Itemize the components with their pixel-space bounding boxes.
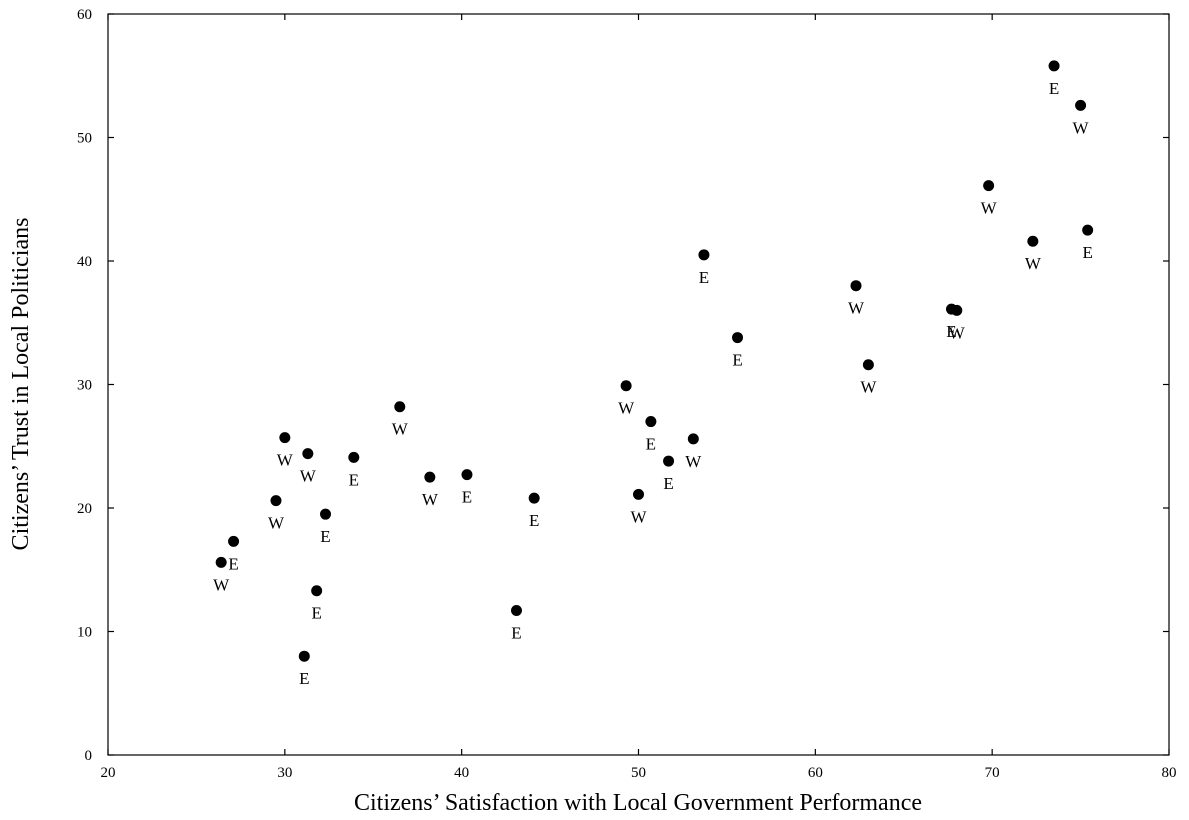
data-point [215,556,227,568]
data-point [302,448,314,460]
data-point-label: E [320,527,330,546]
data-point-label: E [462,488,472,507]
data-point-label: W [949,323,966,342]
data-point [951,304,963,316]
data-point [620,380,632,392]
data-point [633,488,644,500]
data-point-label: E [732,351,742,370]
data-point [320,508,332,520]
data-point-label: W [630,507,647,526]
data-point [850,280,862,292]
y-tick-label: 60 [77,7,92,23]
data-point-label: W [685,452,702,471]
x-tick-label: 50 [631,765,646,781]
data-point [1027,235,1039,247]
data-point-label: E [699,268,709,287]
y-tick-label: 0 [85,748,93,764]
y-tick-label: 50 [77,131,92,147]
x-tick-label: 20 [101,765,116,781]
data-point-label: E [663,474,673,493]
data-point [983,180,995,192]
x-tick-label: 30 [277,765,292,781]
data-point-label: E [1049,79,1059,98]
data-point-label: W [618,399,635,418]
y-tick-label: 40 [77,254,92,270]
data-point-label: E [311,604,321,623]
plot-frame [107,13,1170,756]
data-point [348,451,360,463]
data-point-label: E [299,669,309,688]
data-point [279,432,291,444]
data-point [461,469,473,481]
x-tick-label: 60 [808,765,823,781]
data-point [298,650,310,662]
data-point-label: E [511,624,521,643]
data-point-label: W [392,420,409,439]
y-tick-label: 20 [77,501,92,517]
y-axis: 0 10 20 30 40 50 60 [77,7,1169,764]
data-point-label: W [268,514,285,533]
y-tick-label: 30 [77,378,92,394]
data-point-label: W [860,378,877,397]
x-tick-label: 40 [454,765,469,781]
y-axis-title: Citizens’ Trust in Local Politicians [8,218,34,551]
data-point-label: W [213,575,230,594]
data-point [687,433,699,445]
data-point-label: E [228,554,238,573]
y-tick-label: 10 [77,625,92,641]
data-point [311,585,323,597]
data-point-label: W [1073,118,1090,137]
data-point [228,535,240,547]
x-axis: 20 30 40 50 60 70 80 [101,14,1177,781]
data-point-label: W [848,299,865,318]
data-point [528,492,540,504]
data-point-label: W [981,199,998,218]
x-tick-label: 80 [1162,765,1177,781]
data-point-label: E [529,511,539,530]
x-axis-title: Citizens’ Satisfaction with Local Govern… [354,790,922,816]
data-point [698,249,710,261]
data-point [1048,60,1060,72]
x-tick-label: 70 [985,765,1000,781]
data-point [1075,99,1087,111]
data-point [394,401,406,413]
data-point [1082,224,1094,236]
data-point-label: E [946,322,956,341]
data-point [862,359,874,371]
data-point-label: W [277,451,294,470]
data-point [510,605,522,617]
data-point-label: E [349,470,359,489]
data-point [663,455,675,467]
data-point-label: E [646,435,656,454]
data-point-label: E [1082,243,1092,262]
data-point [424,471,436,483]
data-point [645,416,657,428]
data-point-label: W [300,467,317,486]
data-point-label: W [422,490,439,509]
data-point [732,332,744,344]
data-point-label: W [1025,254,1042,273]
data-point [270,495,282,507]
